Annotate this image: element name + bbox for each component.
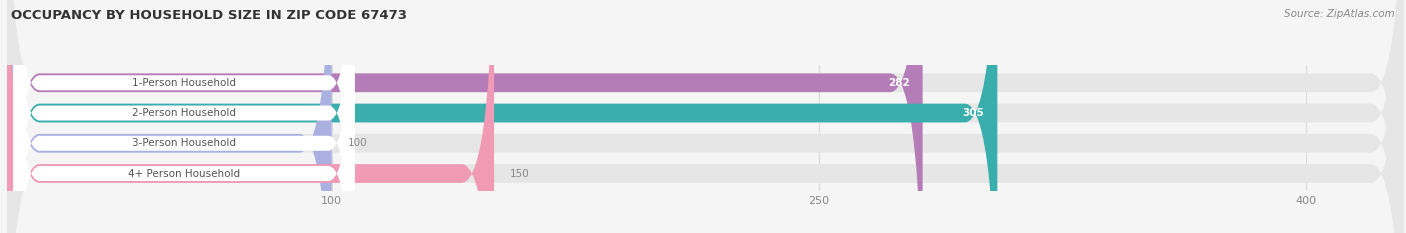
FancyBboxPatch shape (7, 0, 922, 233)
Text: 1-Person Household: 1-Person Household (132, 78, 236, 88)
Text: 3-Person Household: 3-Person Household (132, 138, 236, 148)
Text: 100: 100 (347, 138, 367, 148)
Text: 150: 150 (510, 168, 530, 178)
Text: 305: 305 (963, 108, 984, 118)
Text: 2-Person Household: 2-Person Household (132, 108, 236, 118)
FancyBboxPatch shape (14, 0, 354, 233)
Text: Source: ZipAtlas.com: Source: ZipAtlas.com (1284, 9, 1395, 19)
FancyBboxPatch shape (7, 0, 1403, 233)
FancyBboxPatch shape (7, 0, 1403, 233)
FancyBboxPatch shape (14, 0, 354, 233)
FancyBboxPatch shape (7, 0, 1403, 233)
Text: 282: 282 (889, 78, 910, 88)
FancyBboxPatch shape (7, 0, 332, 233)
FancyBboxPatch shape (14, 0, 354, 233)
FancyBboxPatch shape (7, 0, 997, 233)
FancyBboxPatch shape (14, 0, 354, 233)
Text: 4+ Person Household: 4+ Person Household (128, 168, 240, 178)
Text: OCCUPANCY BY HOUSEHOLD SIZE IN ZIP CODE 67473: OCCUPANCY BY HOUSEHOLD SIZE IN ZIP CODE … (11, 9, 408, 22)
FancyBboxPatch shape (7, 0, 494, 233)
FancyBboxPatch shape (7, 0, 1403, 233)
